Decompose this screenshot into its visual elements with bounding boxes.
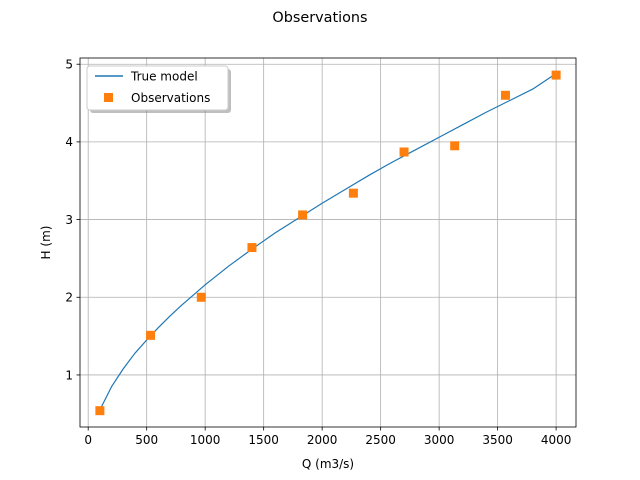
plot-area: [80, 58, 576, 427]
x-axis-label: Q (m3/s): [302, 457, 354, 471]
y-tick-label: 3: [65, 213, 73, 227]
observation-point: [146, 330, 156, 340]
observation-point: [450, 141, 460, 151]
series-layer: [95, 70, 561, 416]
legend-label-observations: Observations: [131, 91, 210, 105]
legend-box: [86, 65, 229, 111]
y-tick-label: 1: [65, 368, 73, 382]
x-tick-label: 2500: [365, 433, 396, 447]
x-tick-label: 1000: [190, 433, 221, 447]
axis-ticks: 0 500 1000 1500 2000 2500 3000 3500 4000 1 2 3 4 5: [65, 58, 571, 447]
observation-point: [196, 292, 206, 302]
observation-point: [95, 406, 105, 416]
y-axis-label: H (m): [39, 226, 53, 260]
x-tick-label: 3500: [482, 433, 513, 447]
y-tick-label: 5: [65, 58, 73, 72]
x-tick-label: 2000: [307, 433, 338, 447]
observation-point: [399, 147, 409, 157]
observation-point: [500, 90, 510, 100]
true-model-line: [99, 73, 557, 411]
x-tick-label: 500: [135, 433, 158, 447]
x-tick-label: 4000: [541, 433, 572, 447]
y-tick-label: 4: [65, 135, 73, 149]
grid-lines: [80, 58, 576, 427]
observation-point: [551, 70, 561, 80]
observation-point: [348, 188, 358, 198]
x-tick-label: 0: [84, 433, 92, 447]
y-tick-label: 2: [65, 291, 73, 305]
legend: True model Observations: [86, 65, 231, 113]
axes-frame: [79, 57, 577, 428]
chart-title: Observations: [272, 10, 367, 26]
x-tick-label: 1500: [248, 433, 279, 447]
x-tick-label: 3000: [424, 433, 455, 447]
observation-point: [247, 243, 257, 253]
observation-point: [298, 210, 308, 220]
legend-label-true-model: True model: [130, 70, 198, 84]
legend-square-swatch: [104, 93, 113, 102]
